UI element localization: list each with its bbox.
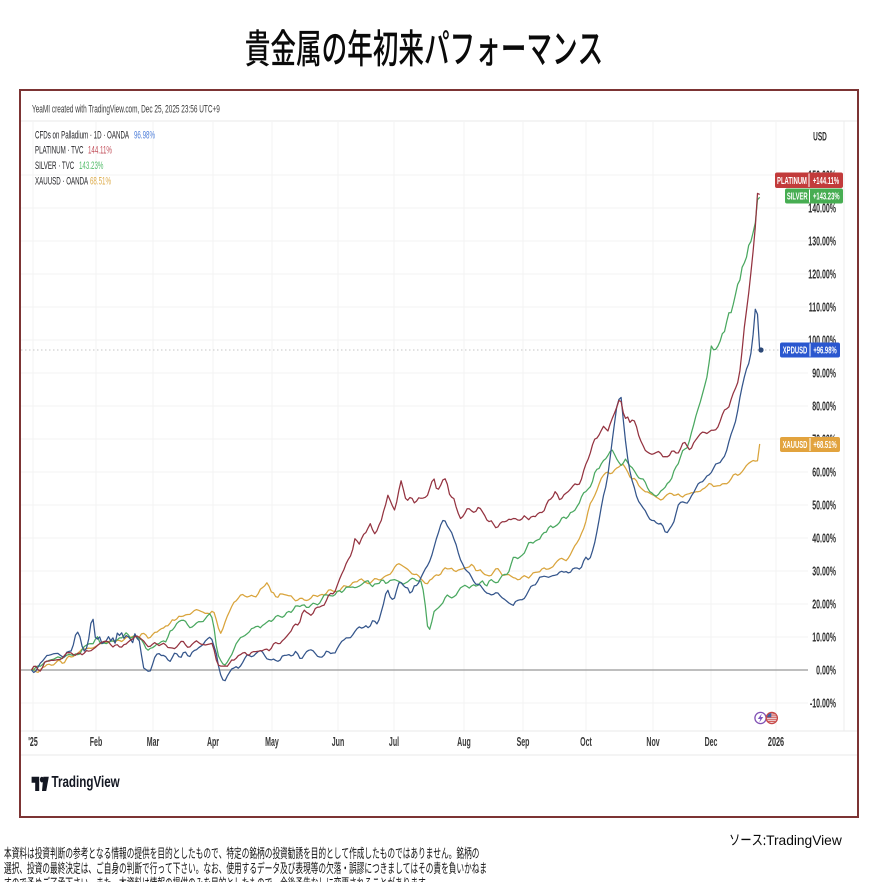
svg-text:2026: 2026 (768, 735, 784, 750)
svg-text:60.00%: 60.00% (812, 467, 836, 481)
svg-text:80.00%: 80.00% (812, 401, 836, 415)
svg-text:TradingView: TradingView (766, 832, 843, 848)
svg-text:140.00%: 140.00% (808, 203, 836, 217)
svg-text:Oct: Oct (580, 736, 592, 750)
svg-text:TradingView: TradingView (52, 773, 120, 790)
svg-text:Sep: Sep (517, 736, 530, 750)
svg-text:Jun: Jun (332, 736, 344, 750)
svg-text:50.00%: 50.00% (812, 500, 836, 514)
svg-text:SILVER: SILVER (787, 190, 808, 202)
svg-text:68.51%: 68.51% (90, 175, 111, 187)
svg-text:PLATINUM: PLATINUM (777, 174, 807, 186)
svg-text:XPDUSD: XPDUSD (783, 344, 807, 356)
svg-text:SILVER · TVC: SILVER · TVC (35, 159, 75, 171)
svg-text:XAUUSD: XAUUSD (783, 438, 808, 450)
svg-text:PLATINUM · TVC: PLATINUM · TVC (35, 144, 84, 156)
svg-text:Aug: Aug (457, 736, 471, 750)
svg-text:110.00%: 110.00% (809, 302, 836, 316)
svg-text:-10.00%: -10.00% (810, 698, 836, 712)
svg-text:+144.11%: +144.11% (813, 174, 840, 186)
svg-text:Jul: Jul (389, 736, 399, 750)
svg-text:+96.98%: +96.98% (813, 344, 837, 356)
svg-text:0.00%: 0.00% (816, 665, 836, 679)
svg-text:143.23%: 143.23% (79, 159, 103, 171)
svg-text:Apr: Apr (207, 736, 219, 750)
svg-text:CFDs on Palladium · 1D · OANDA: CFDs on Palladium · 1D · OANDA (35, 129, 129, 141)
svg-text:USD: USD (813, 131, 827, 145)
svg-text:XAUUSD · OANDA: XAUUSD · OANDA (35, 175, 88, 187)
svg-text:120.00%: 120.00% (808, 269, 836, 283)
svg-text:20.00%: 20.00% (812, 599, 836, 613)
svg-text:30.00%: 30.00% (812, 566, 836, 580)
svg-text:96.98%: 96.98% (134, 129, 155, 141)
svg-text:+143.23%: +143.23% (813, 190, 840, 202)
svg-text:40.00%: 40.00% (812, 533, 836, 547)
svg-text:Feb: Feb (90, 736, 102, 750)
svg-text:90.00%: 90.00% (812, 368, 836, 382)
svg-text:Mar: Mar (147, 736, 159, 750)
svg-text:'25: '25 (28, 736, 38, 750)
svg-text:130.00%: 130.00% (808, 236, 836, 250)
svg-text:Nov: Nov (646, 736, 659, 750)
svg-text:144.11%: 144.11% (88, 144, 112, 156)
svg-text:+68.51%: +68.51% (813, 438, 837, 450)
svg-text:Dec: Dec (705, 736, 718, 750)
svg-text:May: May (265, 736, 279, 750)
svg-text:YeaMI created with TradingView: YeaMI created with TradingView.com, Dec … (32, 103, 220, 115)
svg-text:10.00%: 10.00% (812, 632, 836, 646)
